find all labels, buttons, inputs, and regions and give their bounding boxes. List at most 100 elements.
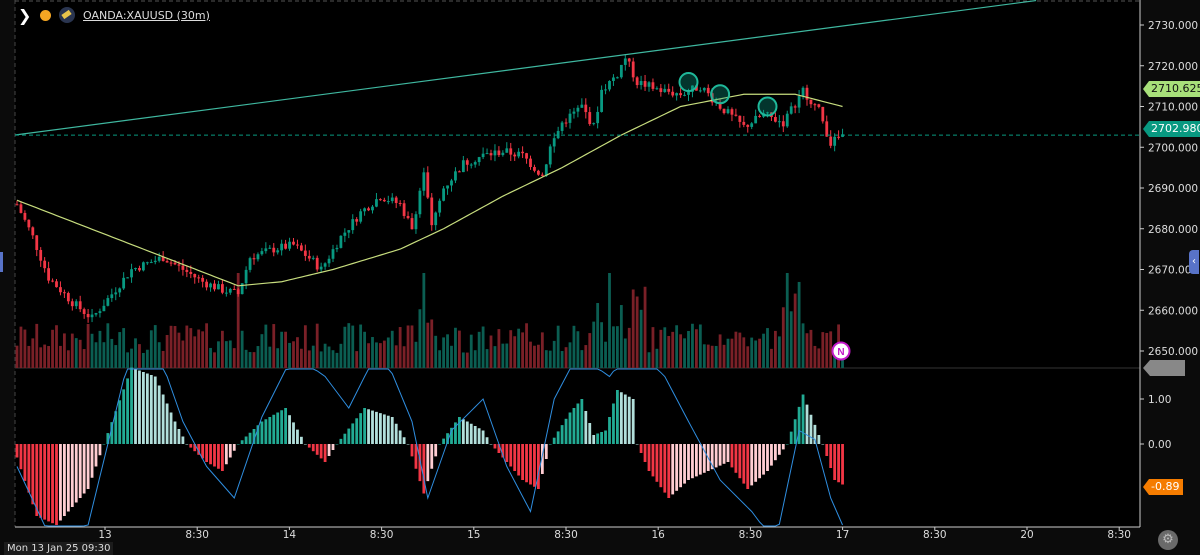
- histogram-bar: [153, 376, 157, 444]
- volume-bar: [651, 327, 655, 368]
- candle: [525, 152, 528, 164]
- time-axis: 13 8:30 14 8:30 15 8:30 16 8:30 17 8:30 20 8:30: [98, 527, 1131, 541]
- volume-bar: [161, 350, 165, 368]
- candle: [489, 149, 493, 161]
- histogram-bar: [540, 444, 544, 474]
- volume-bar: [15, 345, 19, 368]
- volume-bar: [98, 330, 102, 368]
- volume-bar: [134, 338, 137, 368]
- volume-bar: [592, 321, 596, 368]
- candle: [552, 132, 556, 153]
- candle: [774, 112, 777, 123]
- signal-marker[interactable]: [757, 96, 778, 117]
- histogram-bar: [560, 425, 564, 444]
- volume-bar: [706, 344, 710, 368]
- candle: [130, 263, 133, 283]
- symbol-title[interactable]: OANDA:XAUUSD (30m): [83, 8, 210, 22]
- candle: [134, 267, 137, 271]
- histogram-bar: [51, 444, 54, 524]
- candle: [94, 312, 98, 317]
- volume-bar: [284, 331, 287, 368]
- histogram-bar: [446, 433, 449, 444]
- signal-marker[interactable]: [710, 84, 731, 105]
- volume-bar: [268, 346, 272, 368]
- volume-bar: [493, 346, 497, 368]
- volume-bar: [714, 345, 718, 368]
- volume-bar: [82, 349, 86, 368]
- histogram-bar: [236, 444, 240, 445]
- volume-bar: [544, 350, 548, 368]
- histogram-bar: [268, 417, 272, 444]
- histogram-bar: [619, 392, 623, 444]
- candle: [730, 107, 734, 122]
- histogram-bar: [509, 444, 513, 467]
- candle: [616, 76, 619, 79]
- histogram-bar: [371, 410, 374, 444]
- histogram-bar: [173, 421, 177, 444]
- candle: [469, 163, 473, 169]
- histogram-bar: [197, 444, 201, 455]
- candle: [51, 278, 54, 283]
- collapse-panel-button[interactable]: ‹: [1189, 250, 1199, 274]
- volume-bar: [394, 345, 398, 368]
- trendline[interactable]: [14, 0, 1037, 136]
- histogram-bar: [343, 433, 347, 444]
- candle: [691, 85, 694, 98]
- volume-bar: [568, 342, 572, 368]
- news-marker[interactable]: N: [831, 341, 851, 361]
- volume-bar: [31, 338, 35, 368]
- volume-bar: [742, 337, 746, 368]
- candle: [398, 200, 402, 207]
- candle: [406, 211, 410, 220]
- volume-bar: [398, 327, 402, 368]
- histogram-bar: [596, 433, 600, 444]
- histogram-bar: [438, 444, 442, 445]
- candle: [805, 84, 809, 106]
- volume-bar: [805, 333, 809, 368]
- left-panel-handle[interactable]: [0, 252, 3, 272]
- histogram-bar: [252, 429, 256, 444]
- candle: [434, 211, 438, 231]
- candle: [430, 193, 434, 231]
- histogram-bar: [126, 378, 129, 444]
- candle: [529, 155, 532, 170]
- time-tick-label: 8:30: [554, 529, 578, 541]
- candle: [363, 207, 366, 216]
- histogram-bar: [256, 425, 260, 444]
- histogram-bar: [604, 430, 607, 444]
- volume-bar: [331, 350, 335, 368]
- candle: [276, 248, 280, 255]
- volume-bar: [371, 337, 374, 368]
- histogram-bar: [639, 444, 643, 453]
- candle: [619, 64, 623, 79]
- signal-marker[interactable]: [678, 72, 699, 93]
- volume-bar: [213, 352, 216, 368]
- histogram-bar: [359, 413, 363, 444]
- candle: [509, 142, 513, 162]
- volume-bar: [604, 341, 607, 368]
- chevron-right-icon[interactable]: ❯: [18, 5, 32, 25]
- histogram-bar: [608, 417, 611, 444]
- volume-bar: [639, 309, 643, 368]
- candle: [734, 108, 738, 117]
- histogram-bar: [493, 444, 497, 449]
- volume-bar: [145, 349, 149, 368]
- settings-gear-icon[interactable]: ⚙: [1158, 530, 1178, 550]
- histogram-bar: [130, 367, 133, 444]
- histogram-bar: [746, 444, 750, 489]
- candle: [70, 298, 74, 311]
- volume-bar: [193, 336, 197, 368]
- candle: [651, 78, 655, 92]
- volume-bar: [379, 343, 382, 368]
- volume-bar: [367, 343, 370, 368]
- volume-bar: [671, 331, 675, 368]
- candle: [78, 295, 82, 313]
- chart-legend: ❯ OANDA:XAUUSD (30m): [18, 4, 210, 26]
- time-tick-label: 8:30: [185, 529, 209, 541]
- volume-bar: [726, 338, 730, 368]
- histogram-bar: [145, 373, 149, 444]
- volume-bar: [414, 341, 418, 368]
- histogram-bar: [228, 444, 232, 458]
- volume-bar: [461, 352, 465, 368]
